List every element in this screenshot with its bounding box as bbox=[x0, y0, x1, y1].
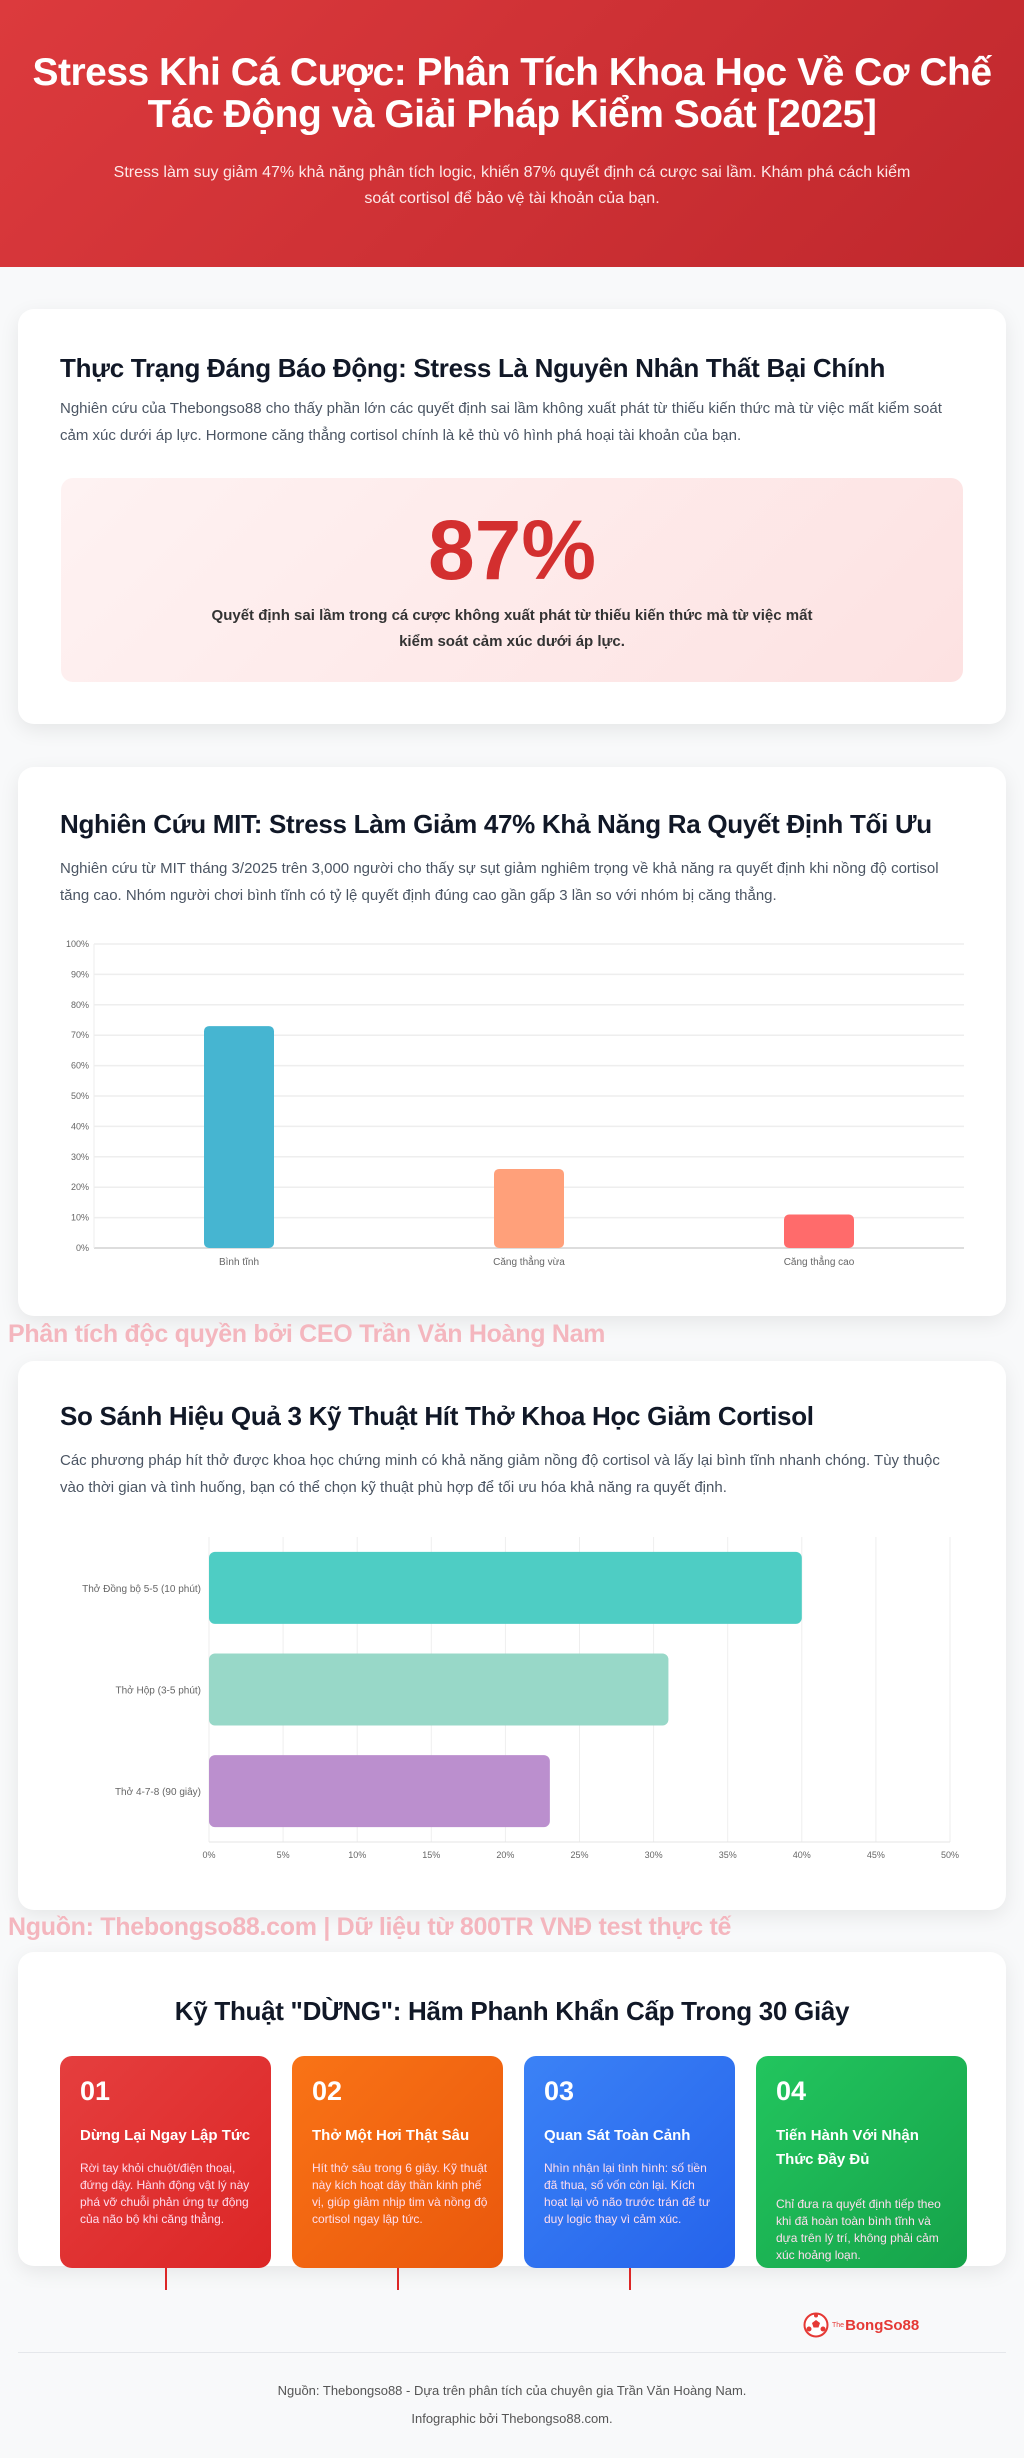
stat-box: 87% Quyết định sai lầm trong cá cược khô… bbox=[61, 478, 963, 682]
page-subtitle: Stress làm suy giảm 47% khả năng phân tí… bbox=[113, 164, 911, 207]
section-stop-technique: Kỹ Thuật "DỪNG": Hãm Phanh Khẩn Cấp Tron… bbox=[18, 1952, 1006, 2290]
step-text: Rời tay khỏi chuột/điện thoại, đứng dậy.… bbox=[80, 2161, 250, 2226]
bongso88-logo: The BongSo88 bbox=[803, 2312, 919, 2338]
footer-source: Nguồn: Thebongso88 - Dựa trên phân tích … bbox=[277, 2383, 747, 2398]
x-tick-label: Căng thẳng vừa bbox=[493, 1255, 565, 1268]
watermark-ceo: Phân tích độc quyền bởi CEO Trần Văn Hoà… bbox=[8, 1320, 606, 1348]
step-card: 02 Thở Một Hơi Thật Sâu Hít thở sâu trong … bbox=[292, 2056, 503, 2268]
page-title: Stress Khi Cá Cược: Phân Tích Khoa Học V… bbox=[32, 51, 992, 136]
y-tick-label: 50% bbox=[71, 1091, 89, 1101]
x-tick-label: 40% bbox=[793, 1850, 811, 1860]
logo-main: BongSo88 bbox=[845, 2316, 920, 2334]
step-title: Thở Một Hơi Thật Sâu bbox=[312, 2127, 470, 2144]
y-tick-label: 100% bbox=[66, 939, 89, 949]
y-tick-label: 90% bbox=[71, 969, 89, 979]
y-tick-label: 0% bbox=[76, 1243, 89, 1253]
x-tick-label: 25% bbox=[570, 1850, 588, 1860]
bar-2 bbox=[784, 1214, 854, 1248]
y-tick-label: Thở 4-7-8 (90 giây) bbox=[115, 1786, 201, 1798]
section-title: So Sánh Hiệu Quả 3 Kỹ Thuật Hít Thở Khoa… bbox=[60, 1401, 814, 1431]
step-number: 03 bbox=[544, 2076, 575, 2106]
soccer-ball-icon bbox=[803, 2312, 829, 2338]
section-title: Thực Trạng Đáng Báo Động: Stress Là Nguy… bbox=[60, 353, 886, 383]
section-text: Nghiên cứu của Thebongso88 cho thấy phần… bbox=[60, 400, 942, 444]
watermark-source: Nguồn: Thebongso88.com | Dữ liệu từ 800T… bbox=[8, 1913, 732, 1941]
y-tick-label: 20% bbox=[71, 1182, 89, 1192]
step-card: 01 Dừng Lại Ngay Lập Tức Rời tay khỏi chuộ… bbox=[60, 2056, 271, 2268]
step-text: Nhìn nhận lại tình hình: số tiền đã thua… bbox=[544, 2161, 711, 2226]
breathing-technique-bar-chart: 0% 5% 10% 15% 20% 25% 30% 35% 40% 45% 50% Thở Đồng … bbox=[82, 1537, 959, 1860]
y-tick-label: 30% bbox=[71, 1152, 89, 1162]
x-tick-label: 10% bbox=[348, 1850, 366, 1860]
section-text: Các phương pháp hít thở được khoa học ch… bbox=[60, 1452, 940, 1496]
y-tick-label: 10% bbox=[71, 1213, 89, 1223]
stat-caption: Quyết định sai lầm trong cá cược không x… bbox=[211, 607, 813, 650]
step-number: 01 bbox=[80, 2076, 111, 2106]
decision-rate-bar-chart: 0% 10% 20% 30% 40% 50% 60% 70% 80% 90% 100% Bình tĩ… bbox=[66, 939, 964, 1268]
section-title: Kỹ Thuật "DỪNG": Hãm Phanh Khẩn Cấp Tron… bbox=[174, 1996, 850, 2026]
x-tick-label: Bình tĩnh bbox=[219, 1257, 259, 1268]
step-text: Chỉ đưa ra quyết định tiếp theo khi đã h… bbox=[776, 2197, 941, 2262]
footer-divider bbox=[18, 2352, 1006, 2353]
step-connector bbox=[165, 2268, 167, 2290]
logo-small: The bbox=[832, 2321, 845, 2329]
x-tick-label: 35% bbox=[719, 1850, 737, 1860]
step-connector bbox=[629, 2268, 631, 2290]
step-card: 04 Tiến Hành Với Nhận Thức Đầy Đủ Chỉ đưa … bbox=[756, 2056, 967, 2268]
x-tick-label: 5% bbox=[277, 1850, 290, 1860]
footer-credit: Infographic bởi Thebongso88.com. bbox=[411, 2411, 613, 2426]
bar-1 bbox=[494, 1168, 564, 1248]
bar-1 bbox=[209, 1653, 669, 1726]
x-tick-label: 0% bbox=[202, 1850, 215, 1860]
x-tick-label: 45% bbox=[867, 1850, 885, 1860]
step-title: Quan Sát Toàn Cảnh bbox=[544, 2127, 691, 2144]
step-number: 02 bbox=[312, 2076, 343, 2106]
x-tick-label: 20% bbox=[496, 1850, 514, 1860]
hero-header: Stress Khi Cá Cược: Phân Tích Khoa Học V… bbox=[0, 0, 1024, 267]
y-tick-label: Thở Đồng bộ 5-5 (10 phút) bbox=[82, 1583, 201, 1595]
section-mit: Nghiên Cứu MIT: Stress Làm Giảm 47% Khả … bbox=[18, 767, 1006, 1316]
stat-value: 87% bbox=[427, 503, 597, 597]
x-tick-label: 15% bbox=[422, 1850, 440, 1860]
step-title: Dừng Lại Ngay Lập Tức bbox=[80, 2127, 251, 2144]
y-tick-label: Thở Hộp (3-5 phút) bbox=[116, 1685, 201, 1697]
step-connector bbox=[397, 2268, 399, 2290]
x-tick-label: 50% bbox=[941, 1850, 959, 1860]
y-tick-label: 80% bbox=[71, 1000, 89, 1010]
y-tick-label: 60% bbox=[71, 1061, 89, 1071]
x-tick-label: 30% bbox=[645, 1850, 663, 1860]
y-tick-label: 40% bbox=[71, 1121, 89, 1131]
step-title: Tiến Hành Với Nhận Thức Đầy Đủ bbox=[776, 2127, 919, 2168]
section-breathing: So Sánh Hiệu Quả 3 Kỹ Thuật Hít Thở Khoa… bbox=[18, 1361, 1006, 1910]
bar-0 bbox=[204, 1026, 274, 1248]
y-tick-label: 70% bbox=[71, 1030, 89, 1040]
section-text: Nghiên cứu từ MIT tháng 3/2025 trên 3,00… bbox=[60, 860, 939, 904]
section-alarm: Thực Trạng Đáng Báo Động: Stress Là Nguy… bbox=[18, 309, 1006, 724]
step-number: 04 bbox=[776, 2076, 807, 2106]
bar-2 bbox=[209, 1755, 550, 1828]
step-text: Hít thở sâu trong 6 giây. Kỹ thuật này k… bbox=[312, 2161, 488, 2226]
bar-0 bbox=[209, 1551, 802, 1624]
section-title: Nghiên Cứu MIT: Stress Làm Giảm 47% Khả … bbox=[60, 809, 932, 839]
x-tick-label: Căng thẳng cao bbox=[784, 1255, 855, 1268]
step-card: 03 Quan Sát Toàn Cảnh Nhìn nhận lại tình h… bbox=[524, 2056, 735, 2268]
